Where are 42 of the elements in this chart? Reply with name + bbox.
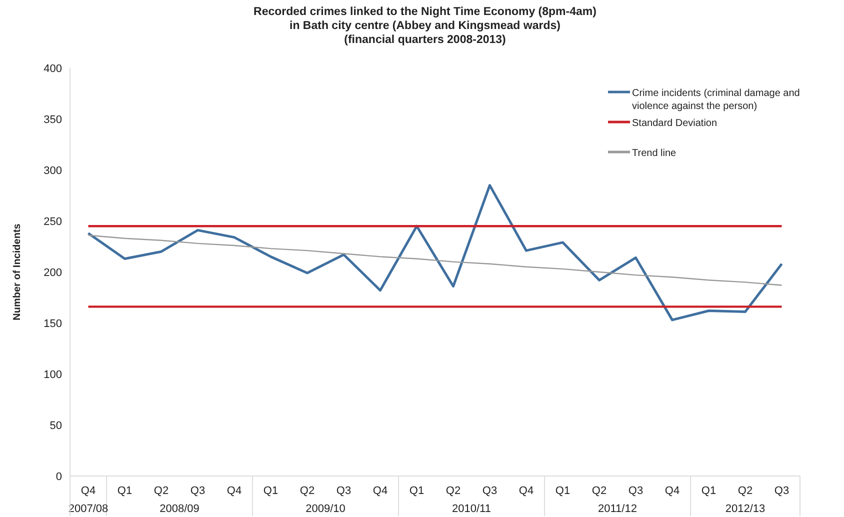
x-tick-label: Q3 bbox=[336, 485, 352, 497]
legend-label: Crime incidents (criminal damage and violence against the person) bbox=[632, 88, 800, 112]
y-tick-label: 300 bbox=[44, 165, 62, 177]
y-axis-title: Number of Incidents bbox=[12, 223, 23, 320]
x-tick-label: Q2 bbox=[300, 485, 315, 497]
line-series bbox=[87, 184, 783, 322]
text: 2010/11 bbox=[452, 503, 491, 515]
y-tick-label: 200 bbox=[44, 267, 62, 279]
legend-label: Standard Deviation bbox=[632, 118, 718, 129]
text: 2011/12 bbox=[598, 503, 637, 515]
x-tick-label: Q2 bbox=[446, 485, 461, 497]
x-tick-label: Q4 bbox=[226, 485, 242, 497]
x-tick-label: Q1 bbox=[701, 485, 716, 497]
x-tick-label: Q2 bbox=[154, 485, 169, 497]
chart-title: Recorded crimes linked to the Night Time Economy (8pm-4am) in Bath city centre (Abbey and Kingsmead wards) (financial quarters 2008-2013) bbox=[254, 6, 597, 46]
x-tick-label: Q1 bbox=[263, 485, 278, 497]
y-tick-label: 400 bbox=[44, 63, 62, 75]
line-series bbox=[88, 234, 782, 286]
text: 2012/13 bbox=[725, 503, 766, 515]
x-tick-label: Q3 bbox=[774, 485, 790, 497]
x-tick-label: Q2 bbox=[592, 485, 607, 497]
y-tick-label: 150 bbox=[44, 318, 62, 330]
y-tick-label: 0 bbox=[56, 471, 62, 483]
text: 2007/08 bbox=[68, 503, 108, 515]
x-tick-label: Q3 bbox=[628, 485, 644, 497]
x-tick-label: Q2 bbox=[738, 485, 753, 497]
x-tick-label: Q3 bbox=[482, 485, 498, 497]
x-tick-label: Q1 bbox=[117, 485, 132, 497]
x-tick-label: Q4 bbox=[372, 485, 388, 497]
y-tick-label: 350 bbox=[44, 114, 62, 126]
legend-label: Trend line bbox=[632, 148, 677, 159]
x-tick-label: Q3 bbox=[190, 485, 206, 497]
x-tick-label: Q4 bbox=[664, 485, 680, 497]
y-tick-label: 250 bbox=[44, 216, 62, 228]
x-tick-label: Q1 bbox=[409, 485, 424, 497]
text: 2008/09 bbox=[160, 503, 200, 515]
x-tick-label: Q4 bbox=[518, 485, 534, 497]
x-tick-label: Q4 bbox=[80, 485, 96, 497]
x-tick-label: Q1 bbox=[555, 485, 570, 497]
y-tick-label: 50 bbox=[50, 420, 62, 432]
text: 2009/10 bbox=[306, 503, 346, 515]
y-tick-label: 100 bbox=[44, 369, 62, 381]
